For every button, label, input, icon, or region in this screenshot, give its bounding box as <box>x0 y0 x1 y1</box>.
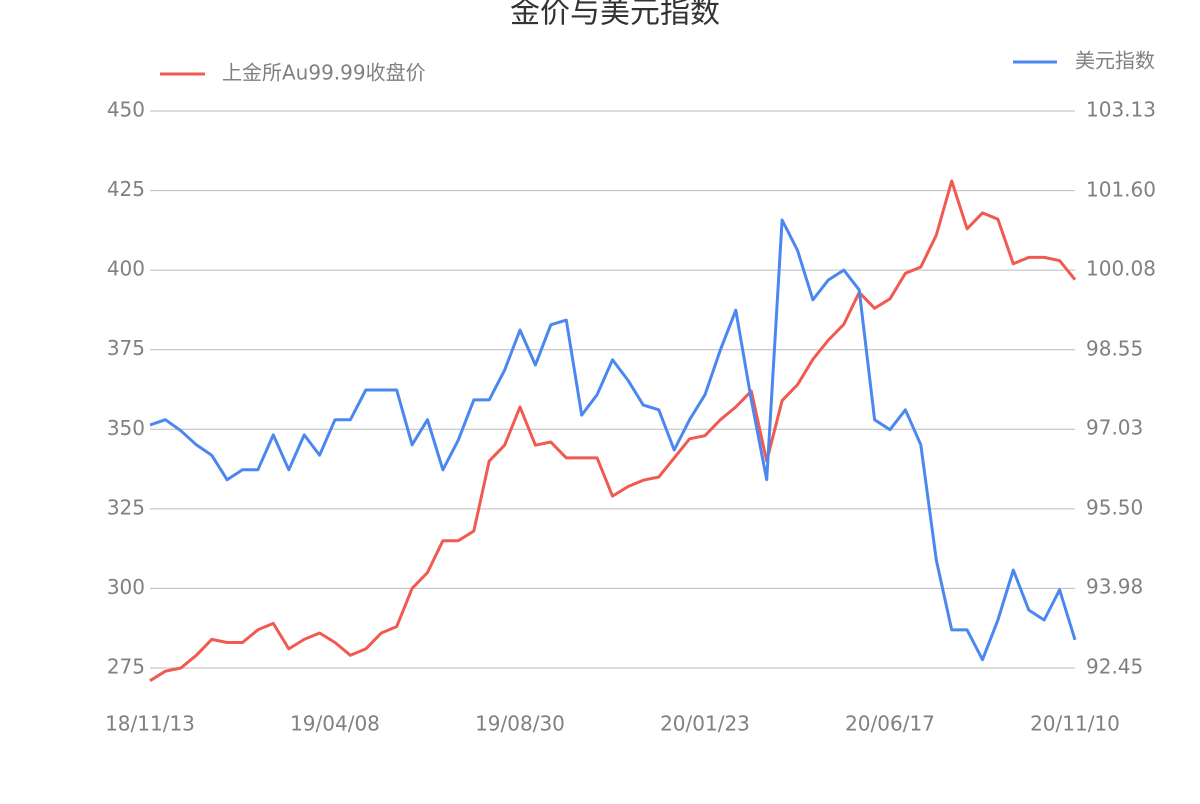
x-tick-label: 19/04/08 <box>290 712 380 736</box>
y-tick-label: 275 <box>107 655 145 679</box>
y-tick-label: 300 <box>107 575 145 599</box>
y-tick-label: 350 <box>107 416 145 440</box>
y-tick-label: 325 <box>107 495 145 519</box>
y-tick-label: 450 <box>107 98 145 122</box>
chart-title: 金价与美元指数 <box>510 0 720 31</box>
y2-tick-label: 101.60 <box>1086 177 1156 201</box>
y2-tick-label: 100.08 <box>1086 257 1156 281</box>
series-line <box>149 179 1077 682</box>
y-tick-label: 425 <box>107 177 145 201</box>
y2-tick-label: 92.45 <box>1086 655 1143 679</box>
x-tick-label: 18/11/13 <box>105 712 195 736</box>
x-tick-label: 20/06/17 <box>845 712 935 736</box>
x-tick-label: 20/11/10 <box>1030 712 1120 736</box>
legend-label: 上金所Au99.99收盘价 <box>222 61 426 85</box>
y2-tick-label: 95.50 <box>1086 495 1143 519</box>
legend-label: 美元指数 <box>1075 49 1155 73</box>
series-line <box>149 218 1077 662</box>
y-tick-label: 375 <box>107 336 145 360</box>
y2-tick-label: 98.55 <box>1086 336 1143 360</box>
y2-tick-label: 103.13 <box>1086 98 1156 122</box>
y-tick-label: 400 <box>107 257 145 281</box>
y2-tick-label: 97.03 <box>1086 416 1143 440</box>
x-tick-label: 20/01/23 <box>660 712 750 736</box>
x-tick-label: 19/08/30 <box>475 712 565 736</box>
y2-tick-label: 93.98 <box>1086 575 1143 599</box>
